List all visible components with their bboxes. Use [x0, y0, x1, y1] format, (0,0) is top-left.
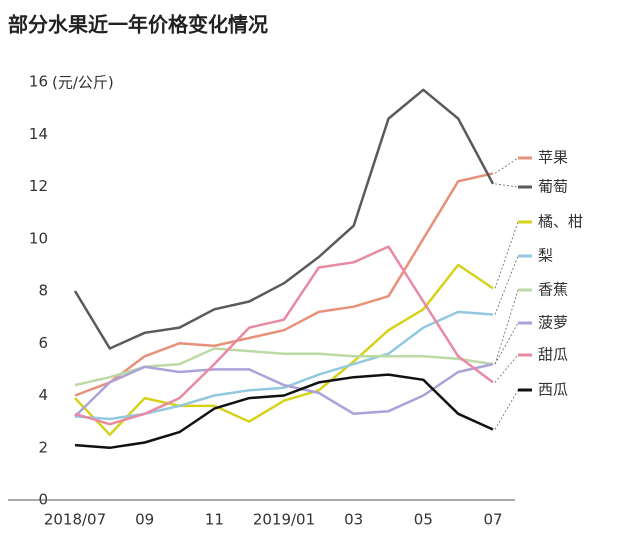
- legend-label: 苹果: [538, 149, 568, 167]
- series-line: [74, 172, 494, 397]
- y-tick-label: 6: [38, 334, 48, 352]
- legend-leader: [494, 157, 519, 174]
- legend-leader: [494, 389, 519, 430]
- legend-label: 梨: [538, 247, 553, 265]
- x-tick-label: 2018/07: [44, 511, 106, 529]
- series-line: [74, 373, 494, 450]
- y-tick-label: 2: [38, 438, 48, 456]
- legend-leader: [494, 221, 519, 289]
- x-tick-label: 05: [414, 511, 433, 529]
- series-line: [73, 88, 495, 350]
- legend-label: 菠萝: [538, 314, 568, 332]
- legend-label: 香蕉: [538, 281, 568, 299]
- chart-title: 部分水果近一年价格变化情况: [8, 13, 268, 37]
- series-line: [74, 347, 494, 387]
- x-tick-label: 2019/01: [253, 511, 315, 529]
- legend-label: 西瓜: [538, 381, 568, 399]
- legend-leader: [494, 322, 519, 365]
- legend-label: 橘、柑: [538, 213, 583, 231]
- legend-leader: [494, 354, 519, 383]
- legend-label: 葡萄: [538, 178, 568, 196]
- y-tick-label: 8: [38, 282, 48, 300]
- series-line: [74, 245, 494, 426]
- legend-label: 甜瓜: [538, 346, 568, 364]
- x-tick-label: 09: [135, 511, 154, 529]
- y-tick-label: 14: [29, 125, 48, 143]
- y-tick-label: 4: [38, 386, 48, 404]
- y-tick-label: 12: [29, 177, 48, 195]
- y-tick-label: 10: [29, 229, 48, 247]
- series-line: [74, 263, 494, 436]
- x-tick-label: 03: [344, 511, 363, 529]
- series-line: [74, 362, 494, 418]
- legend-leader: [494, 183, 519, 188]
- y-tick-label: 16: [29, 73, 48, 91]
- legend-leader: [494, 289, 519, 365]
- y-axis-label: (元/公斤): [52, 74, 114, 92]
- x-tick-label: 11: [205, 511, 224, 529]
- legend-leader: [494, 255, 519, 315]
- series-line: [74, 310, 494, 421]
- x-tick-label: 07: [483, 511, 502, 529]
